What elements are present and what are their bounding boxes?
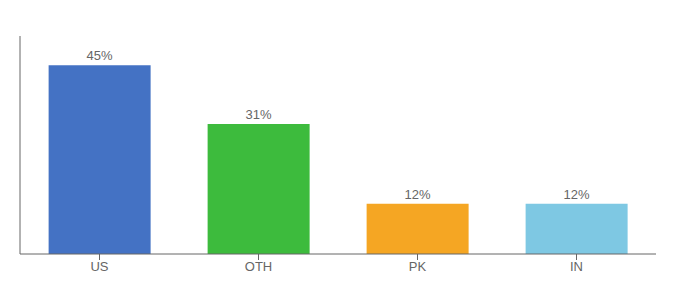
svg-text:12%: 12%: [564, 187, 590, 202]
svg-text:31%: 31%: [246, 107, 272, 122]
svg-text:US: US: [90, 259, 108, 274]
svg-text:IN: IN: [570, 259, 583, 274]
svg-text:12%: 12%: [405, 187, 431, 202]
svg-text:45%: 45%: [87, 48, 113, 63]
svg-text:OTH: OTH: [245, 259, 272, 274]
svg-text:PK: PK: [409, 259, 427, 274]
